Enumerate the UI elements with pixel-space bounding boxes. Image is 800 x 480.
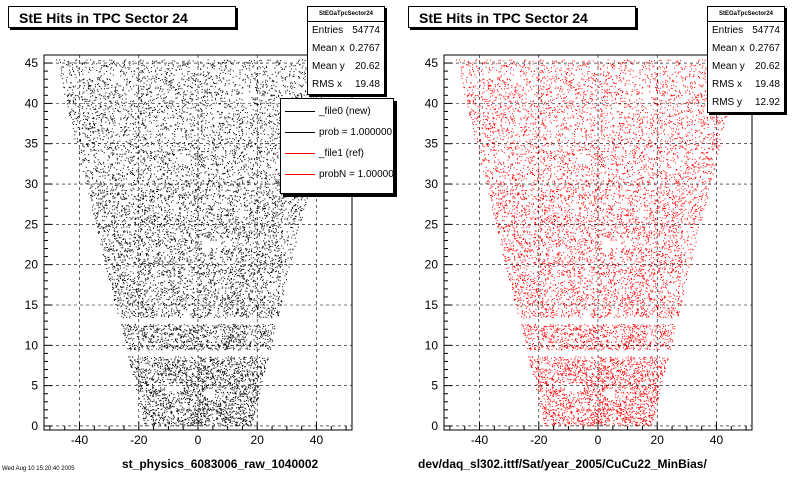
left-y-tick-label: 20 [25, 258, 39, 272]
right-y-tick-label: 20 [425, 258, 439, 272]
legend-entry: probN = 1.000000 [281, 164, 393, 185]
left-stats-row: RMS x 19.48 [308, 76, 384, 94]
legend-entry: _file1 (ref) [281, 143, 393, 164]
right-y-tick-label: 25 [425, 217, 439, 231]
legend-line-swatch [285, 111, 315, 112]
right-x-axis-label: dev/daq_sl302.ittf/Sat/year_2005/CuCu22_… [418, 457, 707, 471]
legend-box: _file0 (new) prob = 1.000000 _file1 (ref) p… [280, 98, 394, 194]
left-x-tick-label: 20 [251, 433, 265, 447]
left-x-tick-label: -20 [130, 433, 148, 447]
stats-label: RMS x [312, 79, 342, 90]
right-stats-row: Mean y 20.62 [708, 58, 784, 76]
right-y-tick-label: 40 [425, 96, 439, 110]
right-stats-name: StEGaTpcSector24 [708, 7, 784, 22]
legend-line-swatch [285, 174, 315, 175]
stats-label: Mean y [312, 61, 345, 72]
legend-line-swatch [285, 132, 315, 133]
left-x-tick-label: 40 [310, 433, 324, 447]
legend-entry: prob = 1.000000 [281, 122, 393, 143]
left-stats-row: Mean x 0.2767 [308, 40, 384, 58]
left-y-tick-label: 30 [25, 177, 39, 191]
right-y-tick-label: 45 [425, 56, 439, 70]
legend-label: probN = 1.000000 [319, 169, 394, 180]
left-y-tick-label: 5 [31, 379, 38, 393]
right-y-tick-label: 35 [425, 137, 439, 151]
left-histogram-panel: StE Hits in TPC Sector 24 -40 -20 0 20 40 0 5 1… [2, 6, 394, 472]
timestamp-footer: Wed Aug 10 15:20:40 2005 [2, 466, 75, 472]
right-chart-title: StE Hits in TPC Sector 24 [408, 6, 636, 28]
legend-label: _file1 (ref) [319, 148, 365, 159]
left-x-axis-label: st_physics_6083006_raw_1040002 [122, 457, 319, 471]
stats-label: Mean x [712, 43, 745, 54]
right-stats-row: RMS x 19.48 [708, 76, 784, 94]
stats-value: 0.2767 [349, 43, 380, 54]
stats-label: Mean x [312, 43, 345, 54]
right-y-tick-label: 15 [425, 298, 439, 312]
right-stats-row: RMS y 12.92 [708, 94, 784, 112]
right-stats-row: Mean x 0.2767 [708, 40, 784, 58]
right-x-tick-label: 40 [710, 433, 724, 447]
stats-value: 20.62 [354, 61, 380, 72]
stats-value: 54774 [352, 25, 380, 36]
stats-label: Entries [712, 25, 744, 36]
left-y-tick-label: 15 [25, 298, 39, 312]
right-x-tick-label: 20 [651, 433, 665, 447]
stats-label: Entries [312, 25, 344, 36]
right-y-tick-label: 30 [425, 177, 439, 191]
right-plot-frame: -40 -20 0 20 40 0 5 10 15 20 25 30 35 40 45 [400, 0, 800, 460]
right-stats-row: Entries 54774 [708, 22, 784, 40]
left-chart-title: StE Hits in TPC Sector 24 [8, 6, 236, 28]
left-y-tick-label: 10 [25, 338, 39, 352]
stats-value: 20.62 [754, 61, 780, 72]
right-histogram-panel: StE Hits in TPC Sector 24 -40 -20 0 20 40 0 5 1… [400, 0, 800, 480]
left-x-tick-label: -40 [71, 433, 89, 447]
stats-value: 0.2767 [749, 43, 780, 54]
left-y-tick-label: 25 [25, 217, 39, 231]
right-x-tick-label: -40 [471, 433, 489, 447]
right-x-tick-label: -20 [530, 433, 548, 447]
right-y-tick-label: 10 [425, 338, 439, 352]
stats-label: RMS x [712, 79, 742, 90]
legend-label: _file0 (new) [319, 106, 371, 117]
legend-line-swatch [285, 153, 315, 154]
left-y-tick-label: 45 [25, 56, 39, 70]
stats-value: 54774 [752, 25, 780, 36]
right-x-tick-label: 0 [595, 433, 602, 447]
stats-label: RMS y [712, 97, 742, 108]
right-hit-points [456, 59, 740, 427]
left-stats-box: StEGaTpcSector24 Entries 54774 Mean x 0.276… [307, 6, 385, 95]
left-hit-marks [56, 59, 340, 427]
right-stats-box: StEGaTpcSector24 Entries 54774 Mean x 0.276… [707, 6, 785, 113]
left-hit-points [56, 59, 340, 427]
left-y-tick-label: 0 [31, 419, 38, 433]
left-stats-row: Entries 54774 [308, 22, 384, 40]
legend-label: prob = 1.000000 [319, 127, 393, 138]
legend-entry: _file0 (new) [281, 101, 393, 122]
left-y-tick-label: 35 [25, 137, 39, 151]
right-hit-marks [456, 59, 740, 427]
left-y-tick-label: 40 [25, 96, 39, 110]
left-x-tick-label: 0 [195, 433, 202, 447]
stats-value: 19.48 [354, 79, 380, 90]
stats-value: 12.92 [754, 97, 780, 108]
right-y-tick-label: 5 [431, 379, 438, 393]
right-y-tick-label: 0 [431, 419, 438, 433]
right-scatter-plot: -40 -20 0 20 40 0 5 10 15 20 25 30 35 40 45 [425, 54, 753, 447]
left-stats-name: StEGaTpcSector24 [308, 7, 384, 22]
stats-label: Mean y [712, 61, 745, 72]
stats-value: 19.48 [754, 79, 780, 90]
left-stats-row: Mean y 20.62 [308, 58, 384, 76]
